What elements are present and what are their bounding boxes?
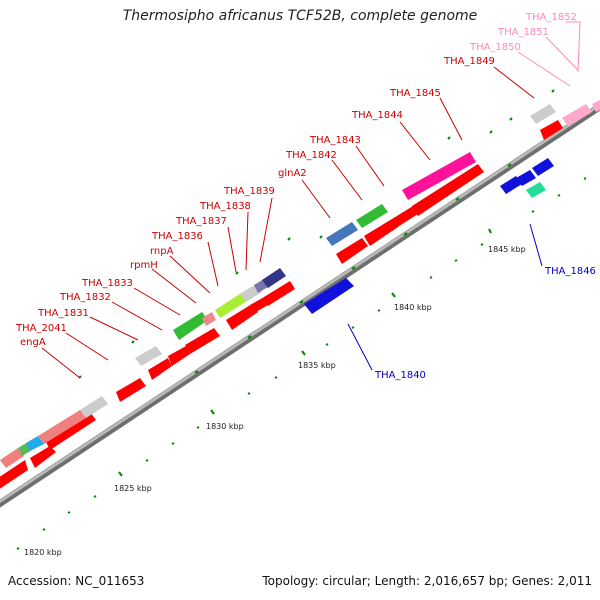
cds-feature <box>202 312 216 326</box>
gene-label: rpmH <box>130 260 158 271</box>
cds-feature <box>30 446 56 468</box>
gene-label: THA_1832 <box>59 292 111 303</box>
gene-label: THA_1842 <box>285 150 337 161</box>
scale-label: 1820 kbp <box>24 548 62 557</box>
scale-labels: 1820 kbp 1825 kbp 1830 kbp 1835 kbp 1840… <box>24 245 526 557</box>
map-title: Thermosipho africanus TCF52B, complete g… <box>122 8 478 24</box>
gene-labels: engA THA_2041 THA_1831 THA_1832 THA_1833… <box>15 12 596 381</box>
cds-feature <box>402 152 476 200</box>
gene-label: THA_1831 <box>37 308 89 319</box>
gene-label: THA_1833 <box>81 278 133 289</box>
gene-label: THA_1852 <box>525 12 577 23</box>
accession-text: Accession: NC_011653 <box>8 574 145 588</box>
gene-label: rnpA <box>150 246 174 257</box>
gene-label: THA_1836 <box>151 231 203 242</box>
cds-feature <box>530 104 556 124</box>
cds-feature <box>304 278 354 314</box>
scale-label: 1840 kbp <box>394 303 432 312</box>
gene-label: THA_1840 <box>374 370 426 381</box>
scale-label: 1835 kbp <box>298 361 336 370</box>
cds-feature <box>540 120 563 140</box>
gene-label: THA_1837 <box>175 216 227 227</box>
cds-feature <box>364 219 398 246</box>
cds-feature <box>185 328 220 354</box>
cds-feature <box>264 281 295 306</box>
cds-feature <box>116 378 146 402</box>
gene-label: THA_1844 <box>351 110 403 121</box>
gene-label: glnA2 <box>278 168 307 179</box>
cds-feature <box>135 346 162 366</box>
gene-label: THA_1838 <box>199 201 251 212</box>
gene-label: THA_1846 <box>544 266 596 277</box>
cds-feature <box>532 158 554 176</box>
cds-feature <box>148 358 172 380</box>
gene-label: THA_2041 <box>15 323 67 334</box>
cds-feature <box>356 204 388 228</box>
tick-marks <box>16 89 587 550</box>
cds-feature <box>500 176 522 194</box>
scale-label: 1845 kbp <box>488 245 526 254</box>
label-connectors <box>41 21 581 379</box>
cds-feature <box>0 448 24 468</box>
gene-features <box>0 100 600 489</box>
gene-label: THA_1851 <box>497 27 549 38</box>
cds-feature <box>168 346 190 366</box>
gene-label: THA_1849 <box>443 56 495 67</box>
gene-label: THA_1850 <box>469 42 521 53</box>
cds-feature <box>26 436 44 451</box>
cds-feature <box>326 222 358 246</box>
gene-label: engA <box>20 337 46 348</box>
cds-feature <box>392 206 418 228</box>
cds-feature <box>250 296 270 313</box>
cds-feature <box>38 410 86 444</box>
cds-feature <box>80 396 108 418</box>
scale-label: 1825 kbp <box>114 484 152 493</box>
cds-feature <box>45 412 96 450</box>
cds-feature <box>262 268 286 288</box>
cds-feature <box>336 238 368 264</box>
gene-label: THA_1843 <box>309 135 361 146</box>
gene-label: THA_1845 <box>389 88 441 99</box>
genome-summary-text: Topology: circular; Length: 2,016,657 bp… <box>262 574 592 588</box>
cds-feature <box>526 182 546 198</box>
gene-label: THA_1839 <box>223 186 275 197</box>
cds-feature <box>173 312 208 340</box>
cds-feature <box>592 100 600 112</box>
scale-label: 1830 kbp <box>206 422 244 431</box>
cds-feature <box>0 460 28 489</box>
cds-feature <box>412 164 484 216</box>
cds-feature <box>516 170 536 186</box>
cds-feature <box>562 104 592 126</box>
cds-feature <box>226 304 258 330</box>
